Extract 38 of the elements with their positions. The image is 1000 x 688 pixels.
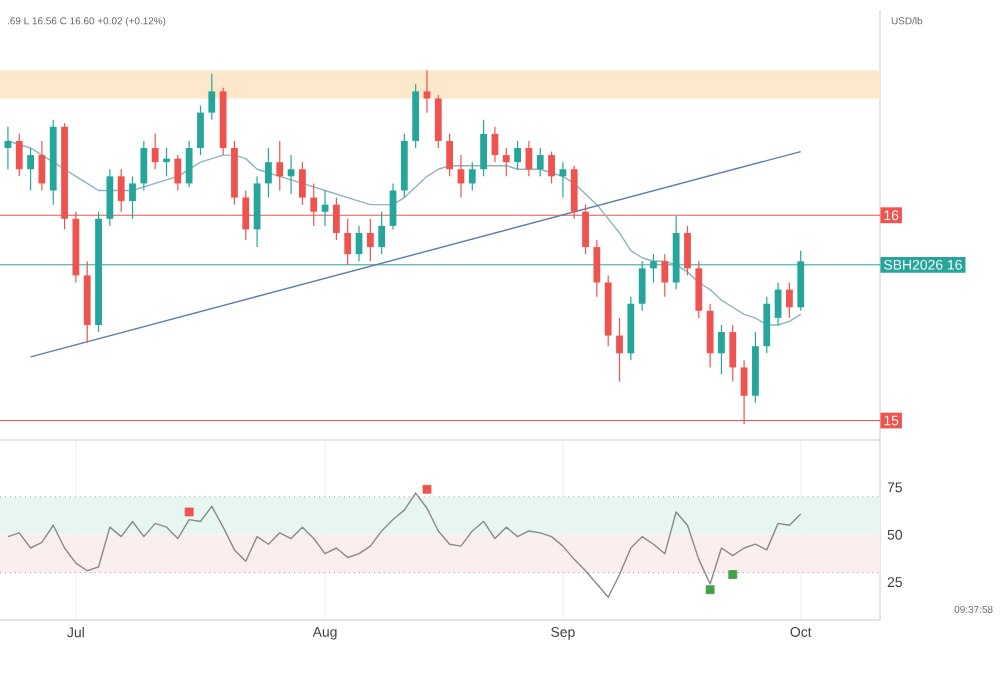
candlestick <box>480 119 488 177</box>
candlestick <box>197 104 204 156</box>
candlestick <box>616 317 623 383</box>
candlestick <box>548 150 555 185</box>
candlestick <box>389 182 397 231</box>
candlestick <box>536 147 544 177</box>
candlestick <box>786 281 793 319</box>
candlestick <box>468 161 476 192</box>
candlestick <box>151 133 159 170</box>
point <box>705 585 715 595</box>
candlestick <box>514 140 521 170</box>
candlestick <box>661 253 669 298</box>
point <box>422 484 432 494</box>
candlestick <box>208 73 216 121</box>
candlestick <box>763 296 771 354</box>
candlestick <box>174 154 182 192</box>
candlestick <box>434 94 442 149</box>
candlestick <box>684 225 691 277</box>
candlestick <box>718 324 725 376</box>
candlestick <box>106 168 114 227</box>
candlestick <box>276 140 284 192</box>
candlestick <box>706 303 714 369</box>
candlestick <box>27 147 34 192</box>
candlestick <box>129 175 136 220</box>
candlestick <box>729 324 737 383</box>
candlestick <box>559 161 567 199</box>
candlestick <box>593 239 601 298</box>
candlestick <box>378 211 386 255</box>
point <box>728 570 738 579</box>
candlestick <box>502 147 510 177</box>
candlestick <box>140 140 148 192</box>
candlestick <box>15 133 23 177</box>
candlestick <box>265 147 272 199</box>
candlestick <box>446 133 454 177</box>
candlestick <box>695 260 703 319</box>
candlestick <box>299 161 306 206</box>
point <box>184 507 194 517</box>
candlestick <box>185 140 193 188</box>
